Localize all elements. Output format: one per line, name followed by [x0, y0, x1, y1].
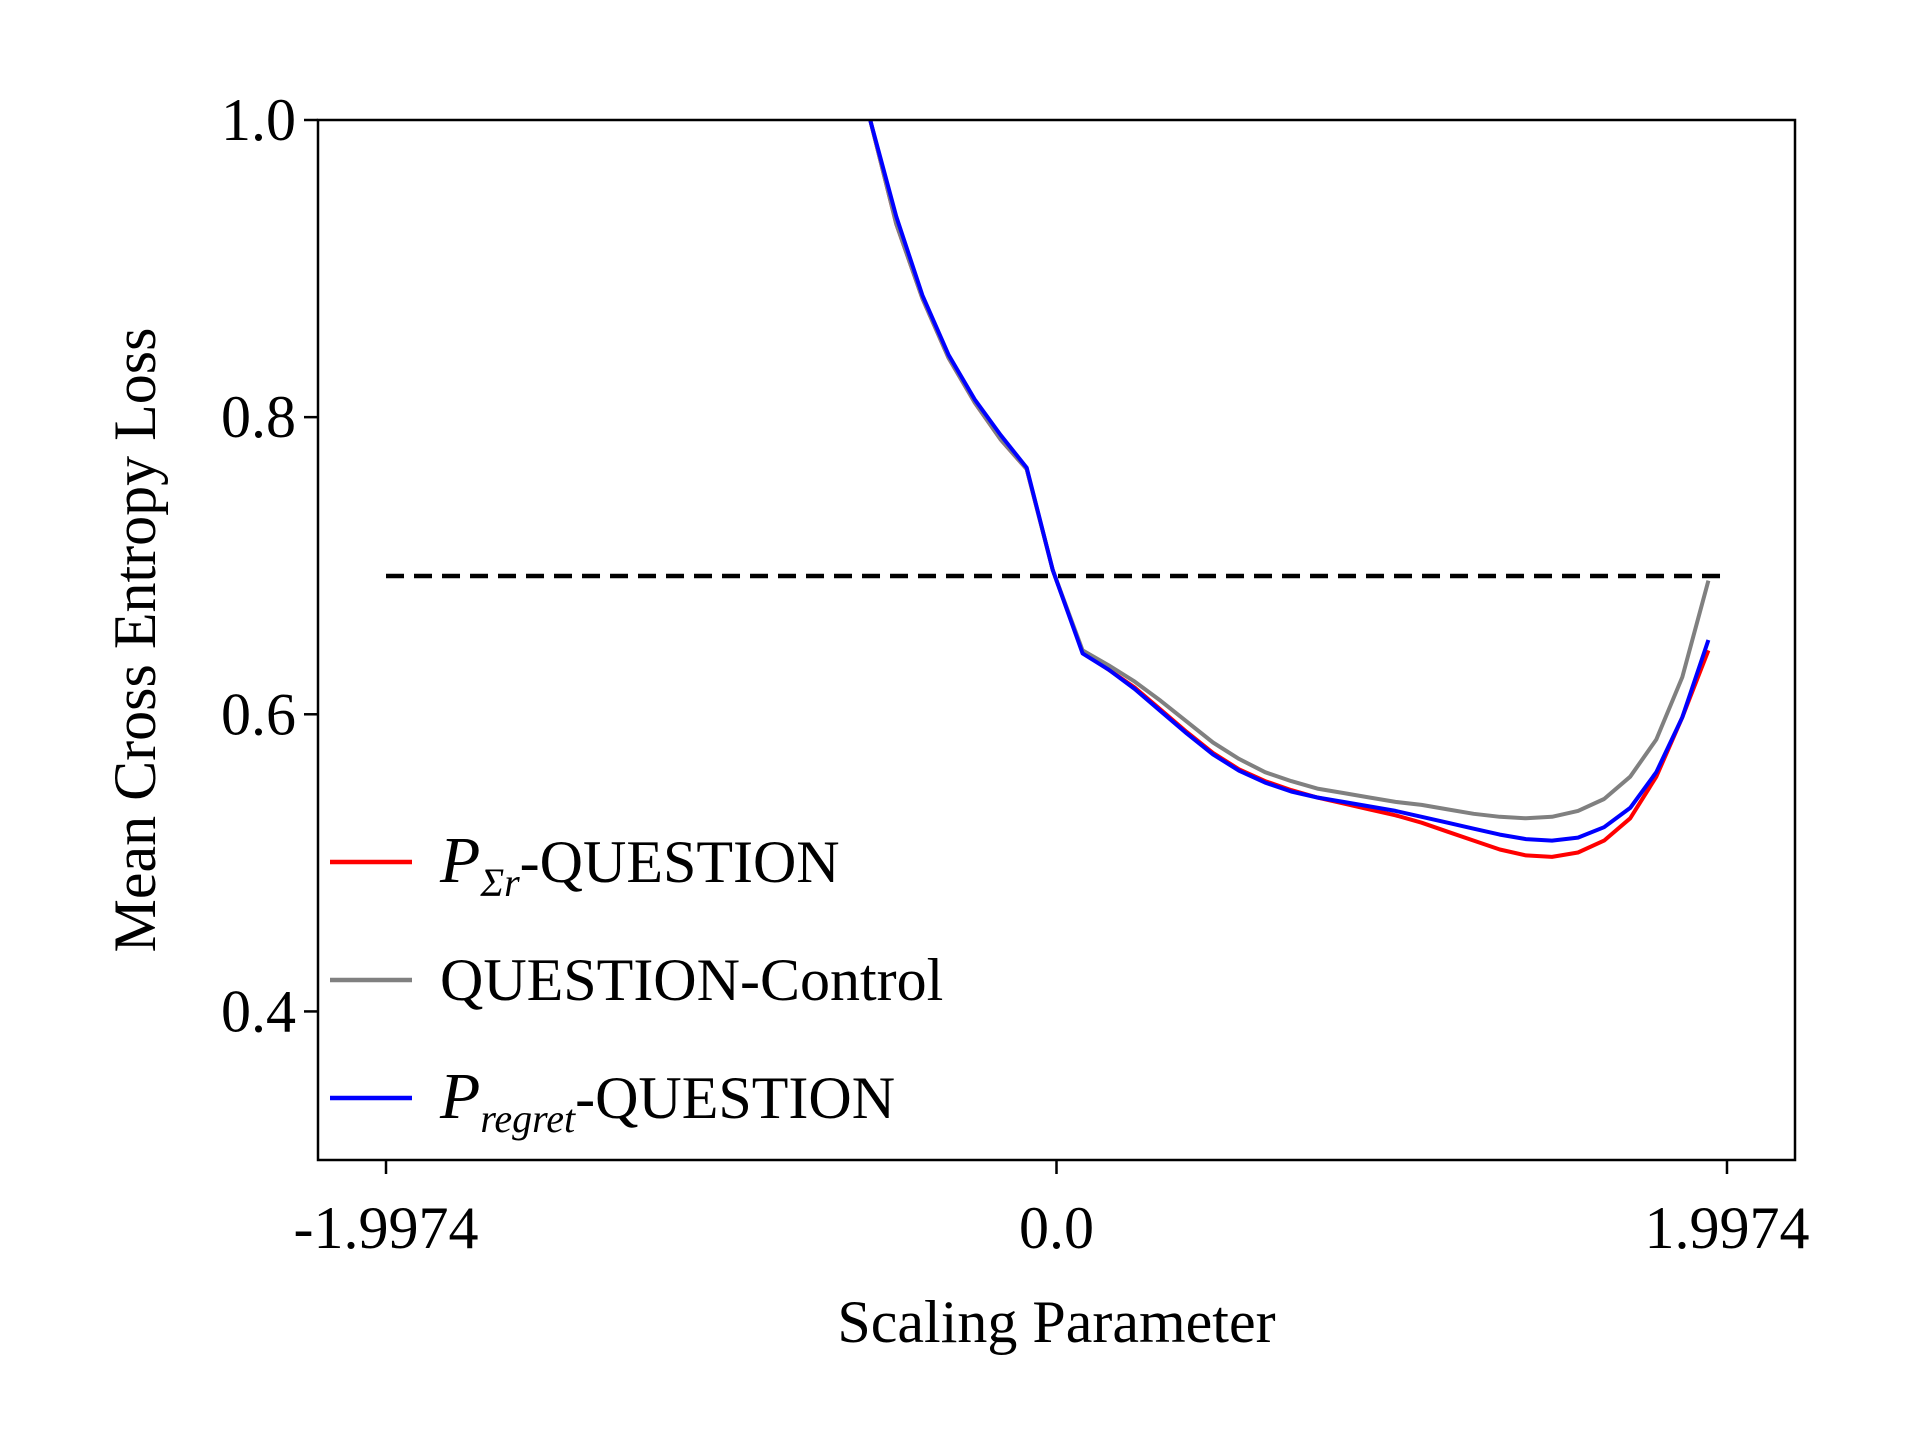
legend-label-2: Pregret-QUESTION: [439, 1060, 895, 1141]
x-tick-label: 0.0: [1019, 1195, 1094, 1261]
x-tick-label: 1.9974: [1644, 1195, 1809, 1261]
plot-lines: [386, 120, 1727, 859]
y-tick-label: 0.4: [221, 978, 296, 1044]
legend-label-1: QUESTION-Control: [440, 947, 943, 1013]
y-tick-label: 0.6: [221, 681, 296, 747]
series-line-0: [868, 120, 1711, 859]
legend-label-0: PΣr-QUESTION: [439, 824, 840, 905]
axis-ticks: -1.9974 0.0 1.9974 0.4 0.6 0.8 1.0: [221, 87, 1809, 1261]
series-line-2: [868, 120, 1711, 843]
y-tick-label: 1.0: [221, 87, 296, 153]
y-tick-label: 0.8: [221, 384, 296, 450]
y-axis-label: Mean Cross Entropy Loss: [102, 328, 168, 953]
x-axis-label: Scaling Parameter: [837, 1289, 1275, 1355]
x-tick-label: -1.9974: [294, 1195, 479, 1261]
legend: PΣr-QUESTION QUESTION-Control Pregret-QUES…: [330, 824, 943, 1141]
series-line-1: [868, 120, 1711, 821]
